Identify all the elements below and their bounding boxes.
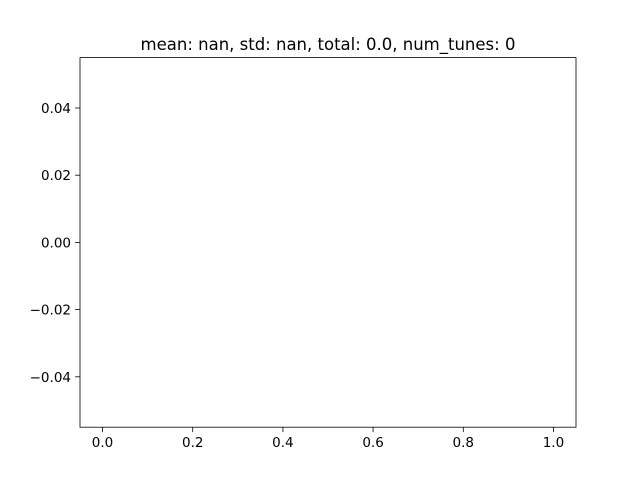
x-tick-label: 0.0 [92,435,113,451]
y-tick-label: 0.04 [41,101,71,117]
plot-area-frame [79,57,577,428]
y-tick-label: 0.02 [41,168,71,184]
y-tick-label: 0.00 [41,235,71,251]
x-tick-label: 0.8 [453,435,474,451]
y-axis: −0.04 −0.02 0.00 0.02 0.04 [30,101,80,386]
x-tick-label: 0.6 [362,435,383,451]
x-tick-label: 0.4 [272,435,293,451]
y-tick-label: −0.04 [30,370,71,386]
x-tick-label: 0.2 [182,435,203,451]
x-tick-label: 1.0 [543,435,564,451]
chart-title: mean: nan, std: nan, total: 0.0, num_tun… [141,35,516,55]
x-axis: 0.0 0.2 0.4 0.6 0.8 1.0 [92,427,564,451]
y-tick-label: −0.02 [30,303,71,319]
